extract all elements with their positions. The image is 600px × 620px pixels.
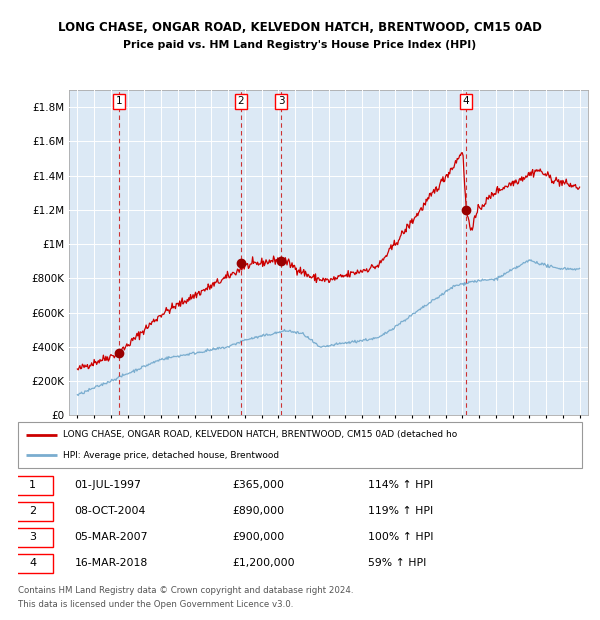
- Text: Price paid vs. HM Land Registry's House Price Index (HPI): Price paid vs. HM Land Registry's House …: [124, 40, 476, 50]
- Text: £900,000: £900,000: [232, 533, 284, 542]
- Text: 4: 4: [29, 559, 36, 569]
- Text: 2: 2: [29, 507, 36, 516]
- Text: This data is licensed under the Open Government Licence v3.0.: This data is licensed under the Open Gov…: [18, 600, 293, 609]
- Text: 119% ↑ HPI: 119% ↑ HPI: [368, 507, 433, 516]
- Text: £365,000: £365,000: [232, 480, 284, 490]
- Text: 05-MAR-2007: 05-MAR-2007: [74, 533, 148, 542]
- Text: 3: 3: [29, 533, 36, 542]
- Text: 16-MAR-2018: 16-MAR-2018: [74, 559, 148, 569]
- Text: 1: 1: [116, 96, 122, 106]
- Text: LONG CHASE, ONGAR ROAD, KELVEDON HATCH, BRENTWOOD, CM15 0AD (detached ho: LONG CHASE, ONGAR ROAD, KELVEDON HATCH, …: [63, 430, 457, 439]
- FancyBboxPatch shape: [18, 422, 582, 468]
- Text: 4: 4: [463, 96, 469, 106]
- Text: 100% ↑ HPI: 100% ↑ HPI: [368, 533, 433, 542]
- Text: 01-JUL-1997: 01-JUL-1997: [74, 480, 141, 490]
- FancyBboxPatch shape: [13, 476, 53, 495]
- Text: £890,000: £890,000: [232, 507, 284, 516]
- Text: 3: 3: [278, 96, 284, 106]
- Text: 59% ↑ HPI: 59% ↑ HPI: [368, 559, 426, 569]
- Text: Contains HM Land Registry data © Crown copyright and database right 2024.: Contains HM Land Registry data © Crown c…: [18, 586, 353, 595]
- Text: LONG CHASE, ONGAR ROAD, KELVEDON HATCH, BRENTWOOD, CM15 0AD: LONG CHASE, ONGAR ROAD, KELVEDON HATCH, …: [58, 22, 542, 34]
- FancyBboxPatch shape: [13, 554, 53, 573]
- Text: HPI: Average price, detached house, Brentwood: HPI: Average price, detached house, Bren…: [63, 451, 279, 459]
- Text: 114% ↑ HPI: 114% ↑ HPI: [368, 480, 433, 490]
- Text: £1,200,000: £1,200,000: [232, 559, 295, 569]
- Text: 08-OCT-2004: 08-OCT-2004: [74, 507, 146, 516]
- Text: 2: 2: [238, 96, 244, 106]
- Text: 1: 1: [29, 480, 36, 490]
- FancyBboxPatch shape: [13, 528, 53, 547]
- FancyBboxPatch shape: [13, 502, 53, 521]
